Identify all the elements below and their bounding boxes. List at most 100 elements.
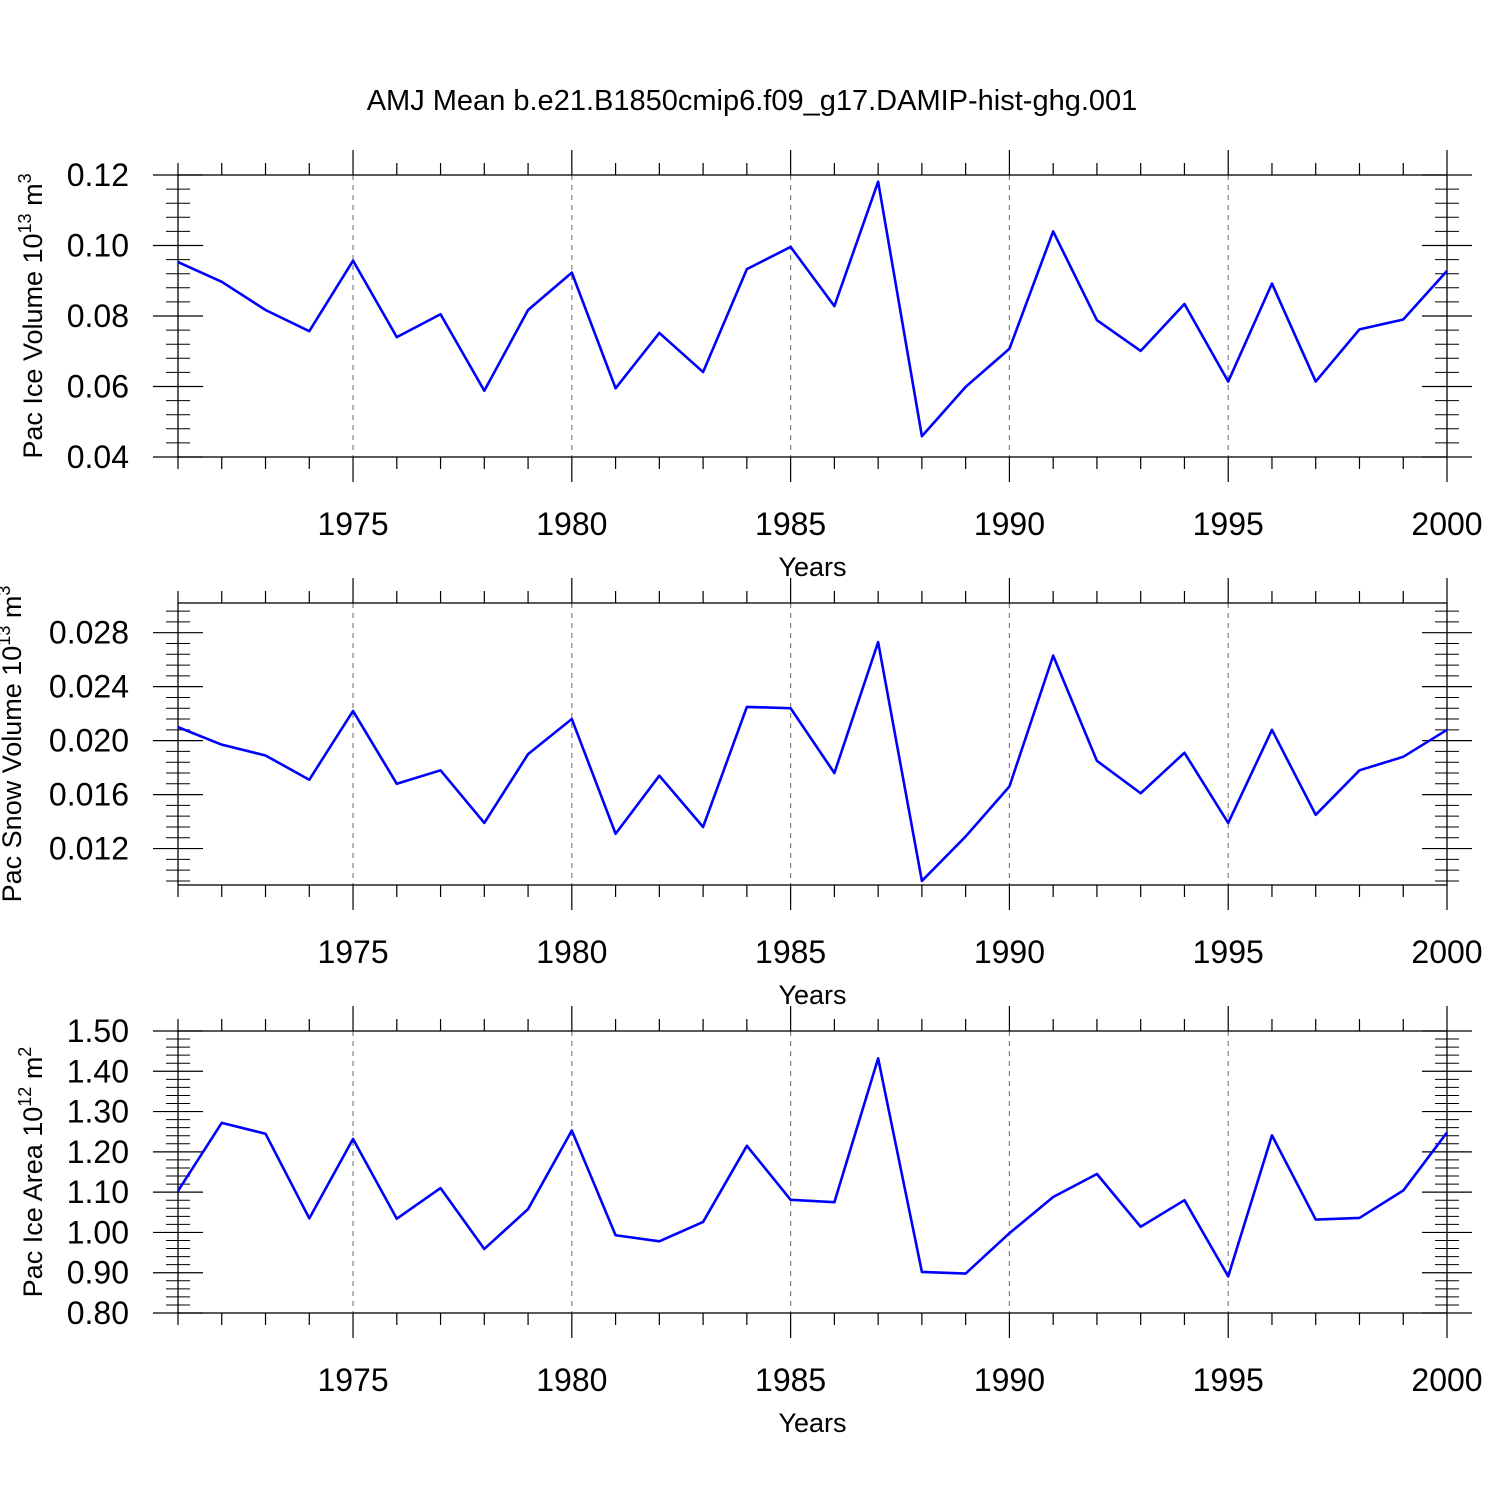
ice-volume-data-point <box>482 389 486 393</box>
panel-ice-area: 0.80 0.90 1.00 1.10 1.20 1.30 1.40 1.50 1975 1980… <box>15 1006 1483 1438</box>
ice-volume-y-tick-label: 0.08 <box>67 298 129 334</box>
ice-area-y-tick-label: 1.20 <box>67 1134 129 1170</box>
snow-volume-data-point <box>1007 785 1011 789</box>
snow-volume-data-point <box>526 752 530 756</box>
ice-area-data-point <box>745 1144 749 1148</box>
snow-volume-series-line <box>177 640 1448 883</box>
ice-area-data-point <box>351 1137 355 1141</box>
snow-volume-x-tick-label: 1985 <box>755 934 826 970</box>
ice-area-data-point <box>482 1247 486 1251</box>
ice-volume-data-point <box>701 370 705 374</box>
snow-volume-x-tick-label: 1995 <box>1193 934 1264 970</box>
panel-snow-volume: 0.012 0.016 0.020 0.024 0.028 1975 1980 1985 199… <box>0 578 1483 1010</box>
ice-volume-x-axis-label: Years <box>778 552 846 582</box>
ice-area-y-label-exponent: 12 <box>15 1087 35 1107</box>
ice-area-data-point <box>1226 1274 1230 1278</box>
snow-volume-y-tick-label: 0.020 <box>49 723 129 759</box>
ice-area-data-point <box>526 1207 530 1211</box>
ice-volume-data-point <box>351 259 355 263</box>
ice-volume-data-point <box>964 385 968 389</box>
ice-volume-data-point <box>657 331 661 335</box>
ice-volume-y-tick-label: 0.10 <box>67 228 129 264</box>
snow-volume-data-point <box>439 768 443 772</box>
ice-area-y-tick-label: 0.80 <box>67 1295 129 1331</box>
ice-area-x-tick-label: 1990 <box>974 1362 1045 1398</box>
ice-area-x-tick-label: 1975 <box>317 1362 388 1398</box>
ice-area-y-tick-label: 1.40 <box>67 1053 129 1089</box>
ice-volume-data-point <box>1226 380 1230 384</box>
snow-volume-data-point <box>1314 813 1318 817</box>
snow-volume-data-point <box>1401 755 1405 759</box>
ice-volume-y-label-exponent: 13 <box>15 213 35 233</box>
snow-volume-x-axis-label: Years <box>778 980 846 1010</box>
ice-area-x-tick-label: 1980 <box>536 1362 607 1398</box>
snow-volume-data-point <box>1051 654 1055 658</box>
snow-volume-data-point <box>176 725 180 729</box>
ice-volume-y-label-part: m <box>18 183 48 213</box>
ice-area-x-axis-label: Years <box>778 1408 846 1438</box>
snow-volume-data-point <box>395 782 399 786</box>
ice-area-data-point <box>1445 1131 1449 1135</box>
ice-area-x-tick-label: 1995 <box>1193 1362 1264 1398</box>
ice-area-data-point <box>439 1186 443 1190</box>
ice-volume-data-point <box>789 245 793 249</box>
ice-area-y-label-part: Pac Ice Area 10 <box>18 1107 48 1298</box>
snow-volume-y-tick-label: 0.012 <box>49 831 129 867</box>
ice-volume-data-point <box>1270 282 1274 286</box>
ice-volume-data-point <box>176 260 180 264</box>
snow-volume-plot-frame <box>177 602 1448 886</box>
ice-volume-data-point <box>395 335 399 339</box>
ice-area-y-tick-label: 1.00 <box>67 1214 129 1250</box>
snow-volume-y-label-exponent: 3 <box>0 586 14 596</box>
ice-volume-series-line <box>177 180 1448 438</box>
ice-volume-y-tick-label: 0.06 <box>67 369 129 405</box>
ice-volume-x-tick-label: 1995 <box>1193 506 1264 542</box>
ice-volume-data-point <box>1182 302 1186 306</box>
ice-area-data-point <box>1007 1231 1011 1235</box>
ice-volume-data-point <box>614 386 618 390</box>
snow-volume-data-point <box>1357 768 1361 772</box>
panel-ice-volume: 0.04 0.06 0.08 0.10 0.12 1975 1980 1985 1990 1995… <box>15 150 1483 582</box>
ice-volume-data-point <box>570 271 574 275</box>
ice-volume-y-label-exponent: 3 <box>15 173 35 183</box>
ice-volume-data-point <box>1095 318 1099 322</box>
ice-area-data-point <box>307 1216 311 1220</box>
ice-volume-y-tick-label: 0.04 <box>67 439 129 475</box>
ice-area-data-point <box>570 1129 574 1133</box>
snow-volume-data-point <box>307 778 311 782</box>
ice-volume-data-point <box>1139 349 1143 353</box>
ice-area-y-tick-label: 1.30 <box>67 1094 129 1130</box>
snow-volume-data-point <box>264 753 268 757</box>
snow-volume-data-point <box>482 821 486 825</box>
ice-volume-data-point <box>920 434 924 438</box>
snow-volume-data-point <box>876 640 880 644</box>
snow-volume-y-tick-label: 0.024 <box>49 669 129 705</box>
ice-area-data-point <box>964 1272 968 1276</box>
snow-volume-y-label-exponent: 13 <box>0 626 14 646</box>
ice-volume-data-point <box>1401 318 1405 322</box>
snow-volume-x-tick-label: 1980 <box>536 934 607 970</box>
ice-volume-x-tick-label: 1990 <box>974 506 1045 542</box>
snow-volume-y-label-part: m <box>0 596 27 626</box>
ice-area-x-tick-label: 1985 <box>755 1362 826 1398</box>
ice-volume-y-axis-label: Pac Ice Volume 1013 m3 <box>15 173 48 458</box>
snow-volume-x-tick-label: 1990 <box>974 934 1045 970</box>
ice-area-data-point <box>789 1198 793 1202</box>
snow-volume-data-point <box>1095 759 1099 763</box>
ice-area-plot-frame <box>177 1030 1448 1314</box>
ice-area-y-label-part: m <box>18 1057 48 1087</box>
snow-volume-data-point <box>832 771 836 775</box>
ice-area-data-point <box>1095 1172 1099 1176</box>
snow-volume-data-point <box>1139 791 1143 795</box>
ice-volume-x-tick-label: 2000 <box>1411 506 1482 542</box>
snow-volume-y-tick-label: 0.028 <box>49 615 129 651</box>
snow-volume-data-point <box>1182 751 1186 755</box>
snow-volume-x-tick-label: 2000 <box>1411 934 1482 970</box>
snow-volume-data-point <box>351 709 355 713</box>
ice-area-data-point <box>1139 1225 1143 1229</box>
ice-area-data-point <box>832 1200 836 1204</box>
snow-volume-data-point <box>614 832 618 836</box>
ice-volume-y-label-part: Pac Ice Volume 10 <box>18 233 48 458</box>
ice-area-data-point <box>1270 1133 1274 1137</box>
ice-volume-data-point <box>1051 229 1055 233</box>
